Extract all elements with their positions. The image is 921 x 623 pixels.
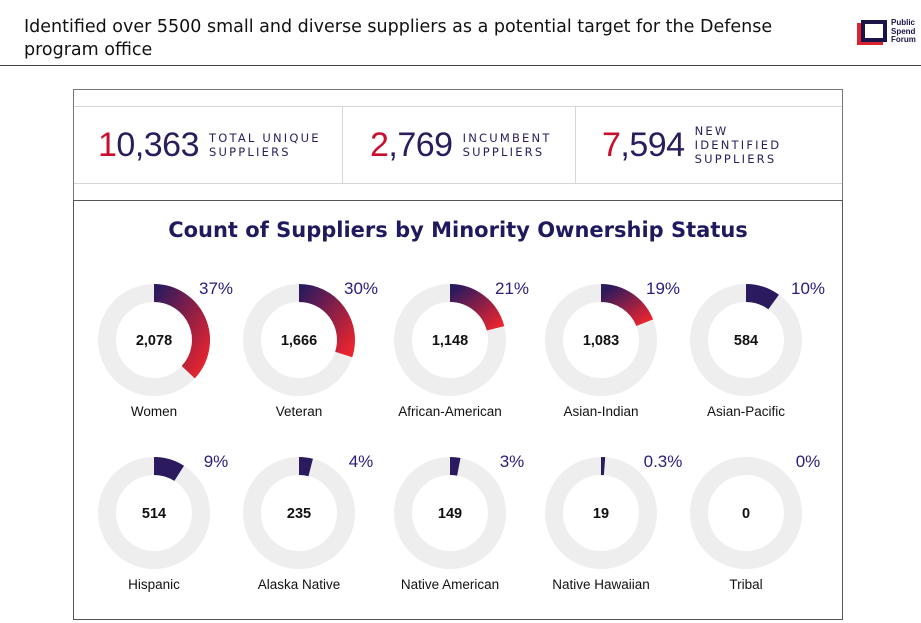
stat-label: TOTAL UNIQUE SUPPLIERS xyxy=(209,131,321,159)
donut-count: 1,083 xyxy=(583,333,619,349)
donut-arc xyxy=(449,284,505,332)
donut-category-label: Native Hawaiian xyxy=(552,577,650,592)
donut-category-label: Alaska Native xyxy=(258,577,341,592)
logo-line: Spend xyxy=(891,26,916,36)
donut-count: 1,666 xyxy=(281,333,317,349)
donut-arc xyxy=(298,457,313,477)
donut-percent: 9% xyxy=(204,452,229,471)
donut-percent: 30% xyxy=(344,279,378,298)
stat-value: 7,594 xyxy=(602,125,685,164)
stat-label: NEW IDENTIFIED SUPPLIERS xyxy=(694,124,782,166)
donut-arc xyxy=(298,284,355,358)
donut-category-label: Asian-Indian xyxy=(563,404,638,419)
donut-percent: 0% xyxy=(796,452,821,471)
stat-new-identified: 7,594 NEW IDENTIFIED SUPPLIERS xyxy=(602,107,815,183)
donut-category-label: Native American xyxy=(401,577,499,592)
donut-arc xyxy=(153,284,210,379)
donut-count: 584 xyxy=(734,333,758,349)
stat-incumbent: 2,769 INCUMBENT SUPPLIERS xyxy=(370,107,583,183)
donut-category-label: African-American xyxy=(398,404,502,419)
logo-text: Public Spend Forum xyxy=(891,18,921,45)
donut-count: 0 xyxy=(742,506,750,522)
donut-count: 235 xyxy=(287,506,311,522)
donut-count: 514 xyxy=(142,506,166,522)
donut-category-label: Asian-Pacific xyxy=(707,404,785,419)
donut-track xyxy=(690,457,802,569)
donut-percent: 37% xyxy=(199,279,233,298)
donut-percent: 21% xyxy=(495,279,529,298)
donut-arc xyxy=(600,284,654,327)
donut-category-label: Tribal xyxy=(729,577,762,592)
donut-percent: 3% xyxy=(500,452,525,471)
donut-percent: 0.3% xyxy=(644,452,683,471)
slide-title: Identified over 5500 small and diverse s… xyxy=(24,17,773,60)
stat-divider xyxy=(575,107,576,183)
donut-count: 2,078 xyxy=(136,333,172,349)
donut-category-label: Veteran xyxy=(276,404,323,419)
donut-count: 149 xyxy=(438,506,462,522)
title-divider xyxy=(0,65,921,66)
donut-arc xyxy=(153,457,185,482)
stat-label: INCUMBENT SUPPLIERS xyxy=(462,131,552,159)
public-spend-forum-logo: Public Spend Forum xyxy=(857,18,919,52)
donut-count: 19 xyxy=(593,506,609,522)
donut-category-label: Women xyxy=(131,404,177,419)
donut-percent: 4% xyxy=(349,452,374,471)
donut-percent: 10% xyxy=(791,279,825,298)
stat-value: 2,769 xyxy=(370,125,453,164)
donut-arc xyxy=(449,456,461,476)
donut-percent: 19% xyxy=(646,279,680,298)
stat-divider xyxy=(342,107,343,183)
logo-line: Public xyxy=(891,18,916,27)
logo-mark-icon xyxy=(857,20,887,45)
donut-category-label: Hispanic xyxy=(128,577,180,592)
stat-total-unique: 10,363 TOTAL UNIQUE SUPPLIERS xyxy=(98,107,329,183)
chart-title: Count of Suppliers by Minority Ownership… xyxy=(168,218,748,242)
stat-value: 10,363 xyxy=(98,125,200,164)
donut-count: 1,148 xyxy=(432,333,468,349)
logo-line: Forum xyxy=(891,35,916,44)
donut-arc xyxy=(745,284,779,310)
stats-band: 10,363 TOTAL UNIQUE SUPPLIERS 2,769 INCU… xyxy=(74,106,842,184)
